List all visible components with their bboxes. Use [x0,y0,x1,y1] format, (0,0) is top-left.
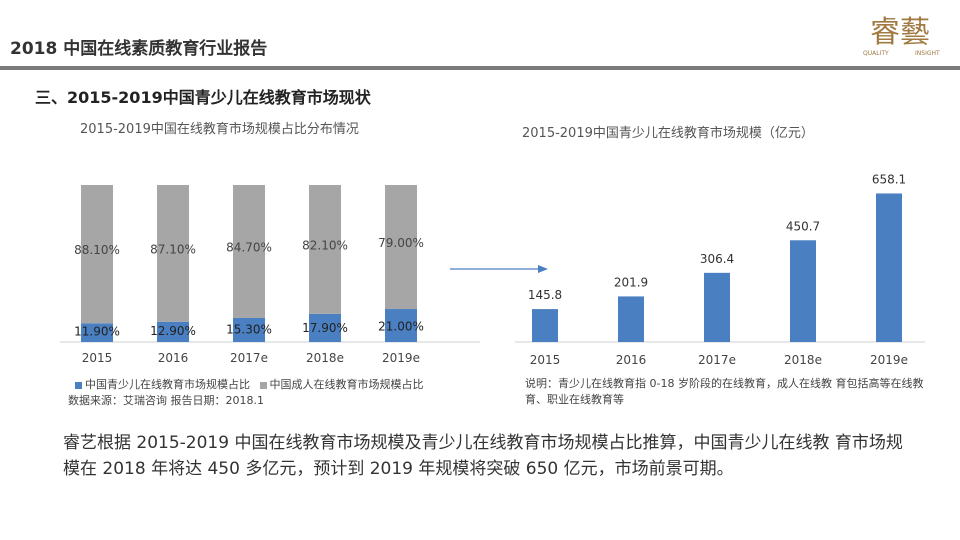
label-adult-2015: 88.10% [74,243,120,257]
label-youth-2015: 11.90% [74,324,120,338]
bar-adult-2018e [309,185,341,314]
ruiyi-logo: 睿藝 QUALITY INSIGHT [855,10,945,58]
value-label-2017e: 306.4 [700,252,734,266]
bar-2015 [532,309,558,342]
label-adult-2018e: 82.10% [302,238,348,252]
tick-2017e: 2017e [230,351,268,365]
bar-2018e [790,240,816,342]
legend-swatch-adult [259,381,267,389]
bar-youth-2016 [157,321,189,342]
bar-adult-2015 [81,185,113,324]
header-divider [0,66,960,70]
legend-swatch-youth [75,381,82,389]
tick-2015: 2015 [82,351,113,365]
left-chart-legend: 中国青少儿在线教育市场规模占比 中国成人在线教育市场规模占比 [75,376,430,392]
right-chart-title: 2015-2019中国青少儿在线教育市场规模（亿元） [522,126,814,141]
summary-paragraph: 睿艺根据 2015-2019 中国在线教育市场规模及青少儿在线教育市场规模占比推… [63,433,903,479]
tick-2018e: 2018e [784,353,822,367]
label-youth-2019e: 21.00% [378,319,424,333]
logo-subtext-left: QUALITY [863,50,889,57]
logo-subtext-right: INSIGHT [915,50,940,57]
label-youth-2017e: 15.30% [226,323,272,337]
tick-2017e: 2017e [698,353,736,367]
tick-2016: 2016 [616,353,647,367]
tick-2015: 2015 [530,353,561,367]
bar-youth-2018e [309,313,341,342]
bar-youth-2019e [385,309,417,342]
logo-text: 睿藝 [870,15,930,50]
section-title: 三、2015-2019中国青少儿在线教育市场现状 [35,88,371,107]
legend-label-adult: 中国成人在线教育市场规模占比 [269,378,424,391]
bar-2017e [704,272,730,342]
bar-2019e [876,193,902,342]
bar-2016 [618,296,644,342]
tick-2019e: 2019e [382,351,420,365]
data-source: 数据来源：艾瑞咨询 报告日期：2018.1 [68,394,264,407]
arrow-right-icon [450,265,548,273]
label-adult-2016: 87.10% [150,242,196,256]
tick-2018e: 2018e [306,351,344,365]
left-chart-title: 2015-2019中国在线教育市场规模占比分布情况 [80,122,359,137]
legend-item-youth: 中国青少儿在线教育市场规模占比 [75,378,250,391]
value-label-2016: 201.9 [614,275,648,289]
tick-2016: 2016 [158,351,189,365]
label-adult-2019e: 79.00% [378,236,424,250]
value-label-2019e: 658.1 [872,172,906,186]
legend-item-adult: 中国成人在线教育市场规模占比 [259,378,424,391]
bar-adult-2019e [385,185,417,310]
label-youth-2016: 12.90% [150,324,196,338]
value-label-2018e: 450.7 [786,219,820,233]
bar-youth-2017e [233,317,265,342]
tick-2019e: 2019e [870,353,908,367]
label-adult-2017e: 84.70% [226,240,272,254]
bar-adult-2016 [157,185,189,322]
legend-label-youth: 中国青少儿在线教育市场规模占比 [85,378,250,391]
label-youth-2018e: 17.90% [302,321,348,335]
market-size-bar-chart: 145.8 2015 201.9 2016 306.4 2017e 450.7 2018e 65… [515,172,925,367]
share-stacked-bar-chart: 88.10% 11.90% 2015 87.10% 12.90% 2016 84.70% 15… [60,185,480,365]
bar-youth-2015 [81,323,113,342]
report-title: 2018 中国在线素质教育行业报告 [10,39,268,59]
value-label-2015: 145.8 [528,288,562,302]
bar-adult-2017e [233,185,265,318]
chart-note: 说明：青少儿在线教育指 0-18 岁阶段的在线教育，成人在线教 育包括高等在线教… [525,377,924,406]
